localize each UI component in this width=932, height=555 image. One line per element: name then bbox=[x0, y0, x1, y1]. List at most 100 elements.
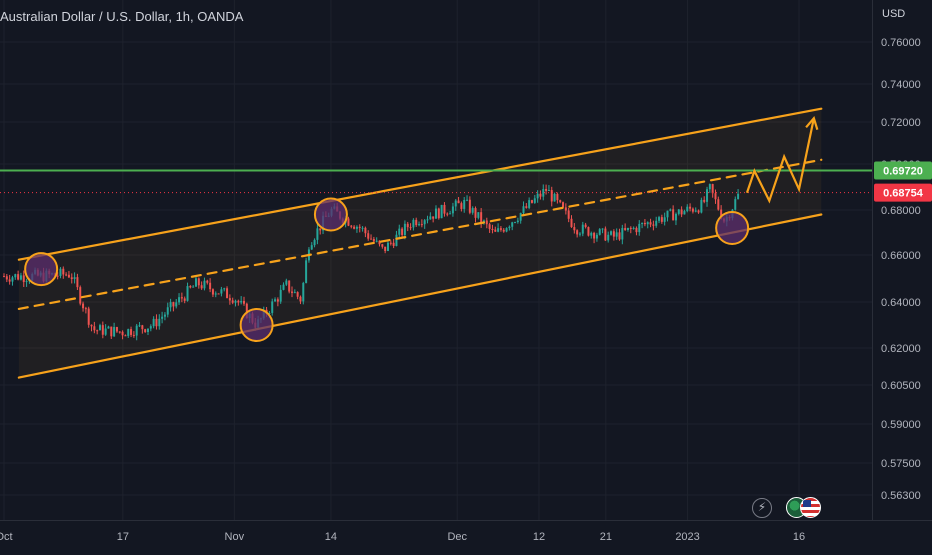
pivot-circle[interactable] bbox=[239, 308, 274, 342]
candle-body bbox=[711, 184, 714, 194]
candle-body bbox=[652, 224, 655, 226]
candle-body bbox=[223, 288, 226, 290]
candle-body bbox=[451, 206, 454, 214]
candle-body bbox=[641, 222, 644, 224]
x-tick-label: 12 bbox=[533, 531, 545, 543]
candle-body bbox=[446, 213, 449, 215]
candle-body bbox=[530, 200, 533, 203]
candle-body bbox=[200, 285, 203, 289]
candle-body bbox=[542, 189, 545, 197]
candle-body bbox=[138, 325, 141, 327]
y-tick-label: 0.64000 bbox=[881, 297, 921, 309]
candle-body bbox=[615, 232, 618, 237]
candle-body bbox=[5, 276, 8, 280]
currency-label[interactable]: USD bbox=[882, 8, 906, 20]
candle-body bbox=[471, 208, 474, 213]
candle-body bbox=[567, 210, 570, 219]
candle-body bbox=[152, 318, 155, 327]
candle-body bbox=[466, 199, 469, 201]
x-tick-label: 16 bbox=[793, 531, 805, 543]
candle-body bbox=[310, 245, 313, 250]
y-tick-label: 0.74000 bbox=[881, 79, 921, 91]
channel-line-lower[interactable] bbox=[17, 213, 823, 379]
projection-path[interactable] bbox=[745, 117, 815, 204]
channel-line-upper[interactable] bbox=[17, 107, 823, 261]
candle-body bbox=[514, 222, 517, 224]
candle-body bbox=[717, 199, 720, 210]
candle-body bbox=[316, 228, 319, 240]
candle-body bbox=[720, 209, 723, 219]
candle-body bbox=[22, 275, 25, 282]
candle-body bbox=[370, 238, 373, 240]
candle-body bbox=[70, 277, 73, 280]
flash-icon[interactable]: ⚡ bbox=[752, 498, 772, 518]
candle-body bbox=[305, 260, 308, 283]
candle-body bbox=[559, 200, 562, 203]
candle-body bbox=[562, 202, 565, 208]
candle-body bbox=[228, 298, 231, 301]
candle-body bbox=[581, 224, 584, 234]
candle-body bbox=[454, 200, 457, 207]
channel-line-middle-dashed[interactable] bbox=[17, 158, 823, 310]
x-tick-label: Oct bbox=[0, 531, 13, 543]
candle-body bbox=[604, 228, 607, 241]
candle-body bbox=[172, 302, 175, 307]
candle-body bbox=[660, 217, 663, 222]
candle-body bbox=[426, 219, 429, 221]
candle-body bbox=[474, 208, 477, 218]
candle-body bbox=[302, 282, 305, 302]
price-tag-label-last: 0.68754 bbox=[883, 188, 924, 200]
candle-body bbox=[677, 209, 680, 214]
candle-body bbox=[607, 234, 610, 241]
candle-body bbox=[367, 233, 370, 239]
candle-body bbox=[694, 210, 697, 212]
candle-body bbox=[180, 297, 183, 299]
candle-body bbox=[183, 298, 186, 301]
pivot-circle[interactable] bbox=[715, 211, 750, 245]
candle-body bbox=[666, 210, 669, 218]
candle-body bbox=[234, 300, 237, 303]
candle-body bbox=[355, 226, 358, 229]
candle-body bbox=[206, 280, 209, 283]
candle-body bbox=[658, 217, 661, 221]
price-tag-last[interactable] bbox=[874, 183, 932, 202]
projection-arrow-head bbox=[805, 115, 819, 131]
y-tick-label: 0.68000 bbox=[881, 205, 921, 217]
candle-body bbox=[494, 229, 497, 232]
candle-body bbox=[158, 318, 161, 327]
candle-body bbox=[290, 291, 293, 293]
candle-body bbox=[655, 220, 658, 226]
candle-body bbox=[299, 296, 302, 302]
y-tick-label: 0.76000 bbox=[881, 37, 921, 49]
candle-body bbox=[350, 225, 353, 227]
candle-body bbox=[680, 209, 683, 215]
candle-body bbox=[573, 227, 576, 231]
candle-body bbox=[508, 226, 511, 229]
candle-body bbox=[17, 274, 20, 280]
candle-body bbox=[113, 327, 116, 337]
us-flag-icon[interactable] bbox=[800, 497, 821, 518]
pivot-circle[interactable] bbox=[313, 197, 348, 232]
y-tick-label: 0.62000 bbox=[881, 343, 921, 355]
symbol-title[interactable]: Australian Dollar / U.S. Dollar, 1h, OAN… bbox=[0, 9, 244, 24]
candle-body bbox=[674, 213, 677, 221]
candle-body bbox=[197, 278, 200, 286]
candle-body bbox=[130, 329, 133, 335]
candle-body bbox=[714, 193, 717, 200]
candle-body bbox=[124, 335, 127, 337]
pivot-circle[interactable] bbox=[24, 252, 59, 287]
candle-body bbox=[161, 316, 164, 319]
candle-body bbox=[595, 234, 598, 239]
candle-body bbox=[166, 307, 169, 315]
candle-body bbox=[601, 228, 604, 230]
price-axis-separator bbox=[872, 0, 873, 520]
candle-body bbox=[403, 223, 406, 235]
candle-body bbox=[178, 297, 181, 303]
candle-body bbox=[624, 228, 627, 231]
candle-body bbox=[570, 218, 573, 228]
price-tag-resistance[interactable] bbox=[874, 161, 932, 180]
candle-body bbox=[381, 244, 384, 247]
candle-body bbox=[231, 300, 234, 303]
